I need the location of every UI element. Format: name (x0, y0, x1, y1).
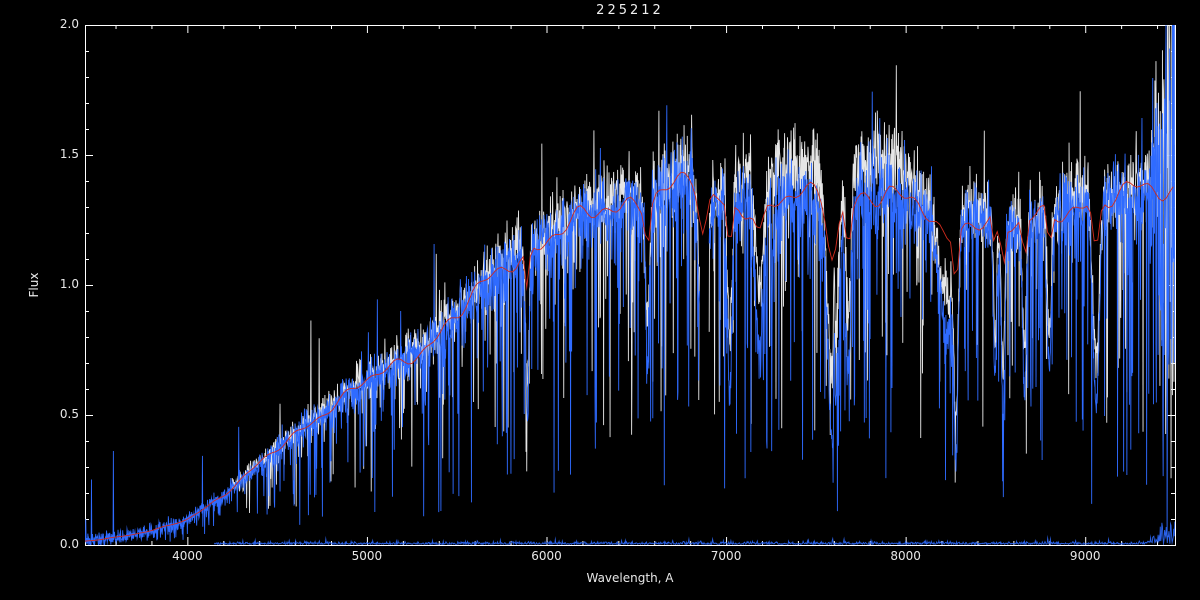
y-tick-label: 1.5 (59, 147, 79, 161)
x-tick-label: 6000 (531, 549, 562, 563)
x-tick-label: 7000 (710, 549, 742, 563)
x-tick-label: 8000 (890, 549, 921, 563)
y-tick-label: 2.0 (59, 17, 79, 31)
x-tick-label: 4000 (172, 549, 203, 563)
y-axis-label: Flux (27, 272, 41, 298)
x-tick-label: 9000 (1069, 549, 1101, 563)
y-tick-label: 1.0 (59, 277, 79, 291)
y-tick-label: 0.5 (59, 407, 79, 421)
x-tick-label: 5000 (351, 549, 383, 563)
y-tick-label: 0.0 (59, 537, 79, 551)
x-axis-label: Wavelength, A (586, 571, 674, 585)
plot-title: 225212 (596, 3, 664, 18)
